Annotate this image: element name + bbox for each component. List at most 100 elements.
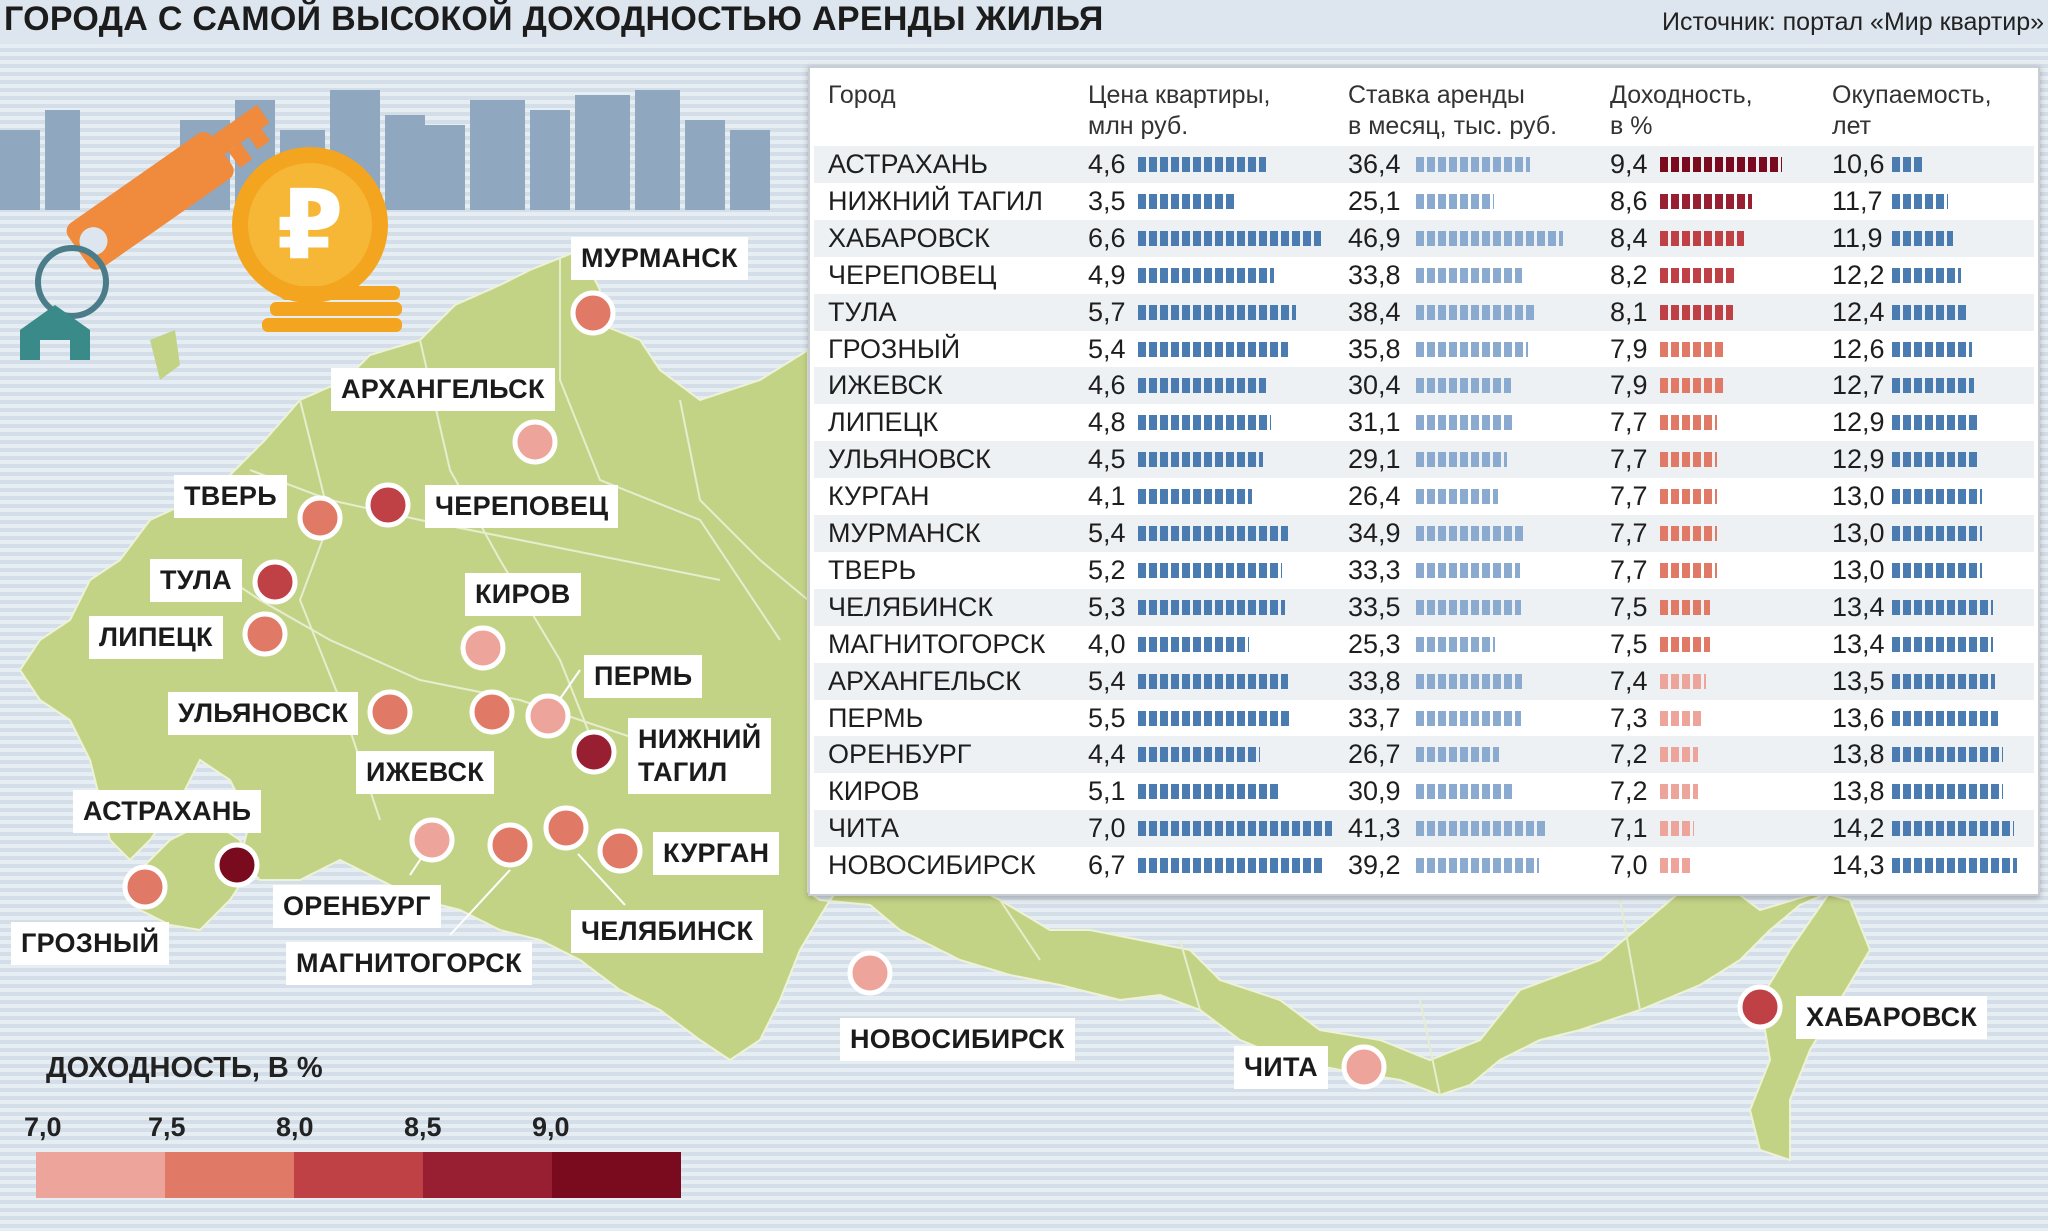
city-marker-perm[interactable]	[525, 693, 571, 739]
row-yield-value: 8,1	[1610, 296, 1648, 327]
row-payback-bar	[1892, 673, 1995, 689]
row-rent-bar	[1416, 230, 1563, 246]
row-payback-value: 13,0	[1832, 481, 1885, 512]
row-rent-bar	[1416, 157, 1530, 172]
city-skyline-icon	[0, 90, 770, 210]
table-row: КУРГАН 4,1 26,4 7,7 13,0	[814, 478, 2034, 515]
row-rent-value: 30,4	[1348, 370, 1401, 401]
row-yield-bar	[1660, 452, 1717, 468]
row-price-value: 6,7	[1088, 850, 1126, 881]
city-marker-kurgan[interactable]	[597, 828, 643, 874]
city-label-cherepovets: ЧЕРЕПОВЕЦ	[425, 485, 619, 528]
row-price-bar	[1138, 636, 1249, 652]
city-marker-chita[interactable]	[1341, 1044, 1387, 1090]
row-rent-value: 26,7	[1348, 739, 1401, 770]
city-marker-tver[interactable]	[297, 495, 343, 541]
legend-tick: 9,0	[532, 1112, 570, 1142]
city-marker-ulyanovsk[interactable]	[367, 689, 413, 735]
table-row: ТУЛА 5,7 38,4 8,1 12,4	[814, 293, 2034, 331]
row-price-bar	[1138, 378, 1266, 394]
city-marker-izhevsk[interactable]	[469, 689, 515, 735]
city-marker-astrakhan[interactable]	[214, 842, 260, 888]
row-payback-value: 12,6	[1832, 333, 1885, 364]
city-marker-arkhangelsk[interactable]	[512, 419, 558, 465]
row-yield-value: 7,5	[1610, 628, 1648, 659]
row-city: ОРЕНБУРГ	[828, 739, 972, 770]
city-marker-chelyabinsk[interactable]	[543, 805, 589, 851]
table-row: УЛЬЯНОВСК 4,5 29,1 7,7 12,9	[814, 441, 2034, 479]
row-price-value: 7,0	[1088, 813, 1126, 844]
row-price-value: 5,1	[1088, 776, 1126, 807]
row-yield-bar	[1660, 267, 1736, 283]
legend-swatch	[36, 1152, 165, 1198]
table-row: ЛИПЕЦК 4,8 31,1 7,7 12,9	[814, 404, 2034, 441]
row-price-bar	[1138, 489, 1252, 505]
table-row: ПЕРМЬ 5,5 33,7 7,3 13,6	[814, 700, 2034, 737]
row-payback-value: 13,6	[1832, 702, 1885, 733]
table-row: ЧЕЛЯБИНСК 5,3 33,5 7,5 13,4	[814, 588, 2034, 626]
row-payback-bar	[1892, 562, 1982, 578]
row-yield-bar	[1660, 673, 1706, 689]
row-yield-bar	[1660, 821, 1694, 837]
row-payback-bar	[1892, 636, 1993, 652]
leader-line-magnitogorsk	[449, 869, 511, 936]
legend-title: ДОХОДНОСТЬ, В %	[46, 1052, 323, 1084]
column-header-yield: Доходность, в %	[1610, 81, 1753, 140]
row-yield-value: 8,6	[1610, 185, 1648, 216]
row-payback-value: 13,8	[1832, 739, 1885, 770]
city-marker-lipetsk[interactable]	[242, 611, 288, 657]
row-payback-bar	[1892, 784, 2003, 800]
row-price-bar	[1138, 710, 1291, 726]
city-marker-nizhny-tagil[interactable]	[571, 729, 617, 775]
row-payback-value: 13,4	[1832, 591, 1885, 622]
row-payback-value: 13,4	[1832, 628, 1885, 659]
table-row: ЧЕРЕПОВЕЦ 4,9 33,8 8,2 12,2	[814, 257, 2034, 294]
row-payback-value: 14,2	[1832, 813, 1885, 844]
row-rent-bar	[1416, 562, 1520, 578]
table-row: КИРОВ 5,1 30,9 7,2 13,8	[814, 773, 2034, 810]
row-payback-bar	[1892, 452, 1980, 468]
city-marker-cherepovets[interactable]	[365, 482, 411, 528]
row-yield-bar	[1660, 710, 1702, 726]
row-city: ГРОЗНЫЙ	[828, 333, 961, 364]
leader-line-chelyabinsk	[577, 853, 626, 906]
row-rent-bar	[1416, 821, 1545, 837]
key-fob-icon	[20, 305, 90, 360]
city-marker-novosibirsk[interactable]	[847, 950, 893, 996]
city-marker-kirov[interactable]	[460, 625, 506, 671]
city-marker-magnitogorsk[interactable]	[487, 822, 533, 868]
city-marker-orenburg[interactable]	[409, 817, 455, 863]
row-yield-bar	[1660, 599, 1710, 615]
row-payback-value: 12,7	[1832, 370, 1885, 401]
row-rent-value: 25,1	[1348, 185, 1401, 216]
city-label-magnitogorsk: МАГНИТОГОРСК	[286, 942, 532, 985]
page-title: ГОРОДА С САМОЙ ВЫСОКОЙ ДОХОДНОСТЬЮ АРЕНД…	[4, 0, 1104, 38]
row-yield-value: 9,4	[1610, 149, 1648, 179]
row-payback-value: 14,3	[1832, 850, 1885, 881]
row-payback-bar	[1892, 193, 1948, 209]
city-label-tula: ТУЛА	[150, 559, 242, 602]
city-marker-khabarovsk[interactable]	[1737, 984, 1783, 1030]
row-payback-bar	[1892, 378, 1974, 394]
city-marker-grozny[interactable]	[122, 864, 168, 910]
row-city: НИЖНИЙ ТАГИЛ	[828, 185, 1043, 216]
row-payback-bar	[1892, 599, 1993, 615]
legend-tick: 7,0	[24, 1112, 62, 1142]
city-marker-murmansk[interactable]	[570, 290, 616, 336]
row-payback-value: 13,5	[1832, 665, 1885, 696]
city-label-chelyabinsk: ЧЕЛЯБИНСК	[571, 910, 764, 953]
row-yield-bar	[1660, 489, 1717, 505]
row-yield-value: 7,9	[1610, 333, 1648, 364]
row-rent-bar	[1416, 341, 1528, 357]
row-payback-bar	[1892, 304, 1966, 320]
city-label-tver: ТВЕРЬ	[174, 475, 287, 518]
key-icon	[66, 104, 270, 270]
column-header-city: Город	[828, 81, 896, 109]
row-price-value: 4,0	[1088, 628, 1126, 659]
row-yield-value: 7,7	[1610, 554, 1648, 585]
row-yield-bar	[1660, 378, 1725, 394]
table-row: НИЖНИЙ ТАГИЛ 3,5 25,1 8,6 11,7	[814, 183, 2034, 220]
legend-tick: 8,5	[404, 1112, 442, 1142]
city-marker-tula[interactable]	[252, 559, 298, 605]
